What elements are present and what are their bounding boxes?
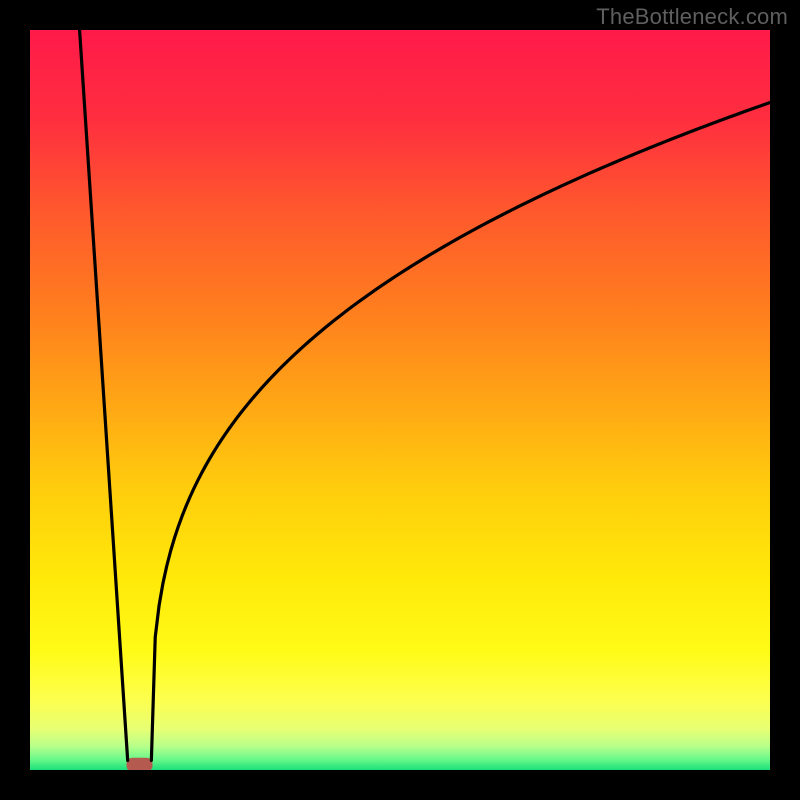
plot-area <box>30 30 770 770</box>
curve-layer <box>30 30 770 770</box>
curve-left-branch <box>80 30 128 760</box>
curve-right-branch <box>151 103 770 761</box>
minimum-marker <box>127 758 153 770</box>
watermark-text: TheBottleneck.com <box>596 4 788 30</box>
chart-frame: TheBottleneck.com <box>0 0 800 800</box>
